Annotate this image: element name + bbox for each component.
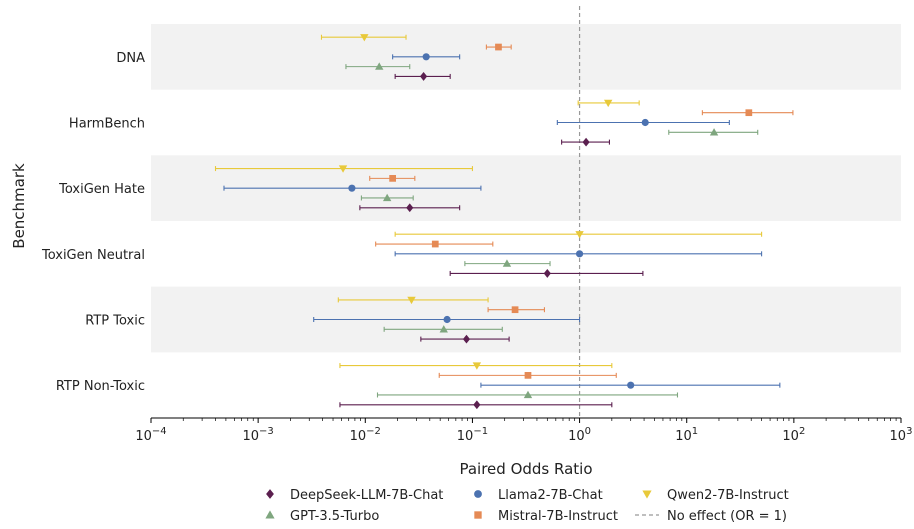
data-point <box>495 43 502 51</box>
data-point <box>407 296 416 305</box>
legend-marker <box>474 490 482 498</box>
category-label: HarmBench <box>69 117 145 132</box>
series-mistral-7b-instruct <box>369 43 794 379</box>
x-axis: 10−4 10−3 10−2 10−1 100 101 102 103 <box>135 417 913 444</box>
data-point <box>338 165 348 173</box>
category-label: RTP Non-Toxic <box>56 379 145 394</box>
data-point <box>523 390 533 399</box>
data-point <box>524 372 532 379</box>
data-point <box>406 203 414 213</box>
legend-label: Mistral-7B-Instruct <box>498 509 618 524</box>
x-tick-label: 101 <box>675 426 698 444</box>
data-point <box>576 250 584 258</box>
category-label: ToxiGen Hate <box>58 182 145 197</box>
data-point <box>382 193 392 202</box>
legend-label: Llama2-7B-Chat <box>498 488 603 503</box>
legend-label: GPT-3.5-Turbo <box>290 509 379 524</box>
data-point <box>745 109 753 117</box>
data-point <box>360 34 369 42</box>
data-point <box>627 381 635 389</box>
data-point <box>511 306 519 314</box>
row-band <box>151 24 901 90</box>
data-point <box>443 315 451 324</box>
x-tick-label: 10−4 <box>135 426 166 444</box>
x-tick-label: 10−1 <box>457 426 488 444</box>
x-tick-label: 100 <box>568 426 591 444</box>
x-tick-label: 102 <box>782 426 805 444</box>
legend-marker <box>266 489 274 499</box>
y-axis-title: Benchmark <box>10 163 28 249</box>
data-point <box>431 240 439 248</box>
legend-marker <box>642 490 652 499</box>
legend-item: No effect (OR = 1) <box>635 509 787 524</box>
data-point <box>422 53 430 61</box>
legend-item: Mistral-7B-Instruct <box>474 509 618 524</box>
x-axis-title: Paired Odds Ratio <box>459 460 592 478</box>
data-point <box>420 72 428 81</box>
category-label: DNA <box>116 51 145 66</box>
legend-label: No effect (OR = 1) <box>667 509 787 524</box>
data-point <box>709 128 719 136</box>
data-point <box>462 334 471 344</box>
data-point <box>348 184 356 192</box>
data-point <box>502 259 512 267</box>
x-tick-label: 10−2 <box>350 426 381 444</box>
y-axis: DNA HarmBench ToxiGen Hate ToxiGen Neutral R… <box>41 51 145 394</box>
row-bands <box>151 24 901 353</box>
series-deepseek-llm-7b-chat <box>339 72 644 410</box>
x-tick-label: 10−3 <box>242 426 273 444</box>
category-label: RTP Toxic <box>85 314 145 329</box>
legend-label: Qwen2-7B-Instruct <box>667 488 789 503</box>
data-point <box>472 362 482 370</box>
category-label: ToxiGen Neutral <box>41 248 145 263</box>
data-point <box>641 118 649 127</box>
legend-item: DeepSeek-LLM-7B-Chat <box>266 488 443 503</box>
data-point <box>582 137 590 147</box>
legend-label: DeepSeek-LLM-7B-Chat <box>290 488 443 503</box>
legend-marker <box>474 511 482 519</box>
series-qwen2-7b-instruct <box>214 34 763 370</box>
data-point <box>543 269 551 278</box>
legend-item: GPT-3.5-Turbo <box>265 509 379 524</box>
data-point <box>473 400 481 410</box>
data-point <box>439 325 448 333</box>
x-tick-label: 103 <box>890 426 913 444</box>
legend-item: Qwen2-7B-Instruct <box>642 488 789 503</box>
series-gpt-3-5-turbo <box>345 62 759 399</box>
data-point <box>375 62 384 70</box>
data-point <box>603 99 613 108</box>
legend: DeepSeek-LLM-7B-Chat Llama2-7B-Chat Qwen2-… <box>265 488 789 524</box>
legend-marker <box>265 510 275 519</box>
legend-item: Llama2-7B-Chat <box>474 488 603 503</box>
series-marks <box>214 34 794 410</box>
data-point <box>575 231 584 239</box>
series-llama2-7b-chat <box>223 53 781 389</box>
data-point <box>389 175 396 182</box>
